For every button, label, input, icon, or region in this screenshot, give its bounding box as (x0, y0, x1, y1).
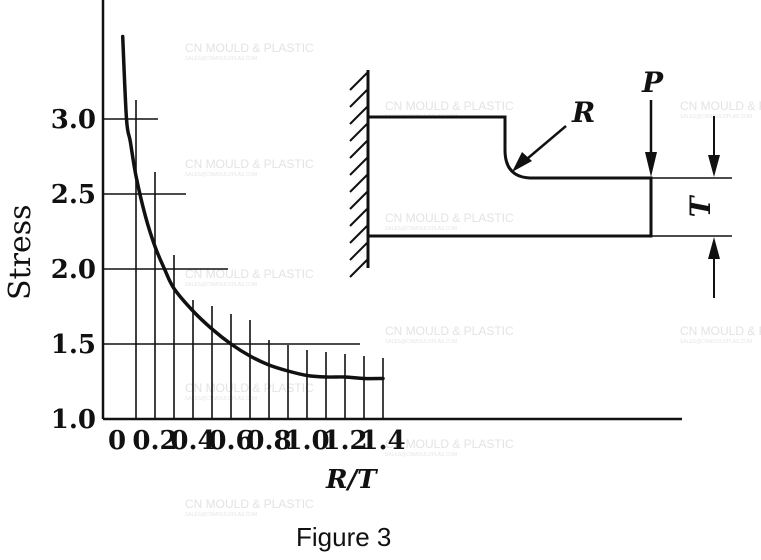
hatch-line (349, 122, 369, 142)
x-tick-labels: 0 0.20.40.60.81.01.21.4 (108, 426, 406, 456)
wall-hatching (349, 71, 369, 278)
watermark-text: CN MOULD & PLASTIC (185, 267, 314, 281)
watermark-subtext: SALES@CNMOULDPLAS.COM (385, 226, 457, 232)
x-tick-label: 0.2 (132, 426, 177, 456)
hatch-line (349, 190, 369, 210)
watermark-text: CN MOULD & PLASTIC (680, 99, 761, 113)
hatch-line (349, 207, 369, 227)
watermark-subtext: SALES@CNMOULDPLAS.COM (185, 396, 257, 402)
label-r: R (571, 96, 595, 129)
watermark-subtext: SALES@CNMOULDPLAS.COM (185, 172, 257, 178)
dim-arrowhead-top (708, 155, 720, 177)
x-tick-label: 0.6 (208, 426, 253, 456)
watermark-subtext: SALES@CNMOULDPLAS.COM (185, 512, 257, 518)
x-tick-label: 0 (108, 426, 126, 456)
hatch-line (349, 224, 369, 244)
cantilever-diagram: R P T (349, 66, 732, 298)
hatch-line (349, 258, 369, 278)
beam-outline (368, 115, 653, 238)
watermark-text: CN MOULD & PLASTIC (185, 157, 314, 171)
watermark-text: CN MOULD & PLASTIC (680, 324, 761, 338)
watermarks: CN MOULD & PLASTICSALES@CNMOULDPLAS.COMC… (185, 41, 761, 518)
watermark-subtext: SALES@CNMOULDPLAS.COM (185, 282, 257, 288)
figure-caption: Figure 3 (296, 522, 391, 552)
watermark-text: CN MOULD & PLASTIC (385, 211, 514, 225)
watermark-subtext: SALES@CNMOULDPLAS.COM (185, 56, 257, 62)
y-tick-label: 3.0 (51, 105, 96, 135)
x-tick-label: 1.4 (360, 426, 405, 456)
hatch-line (349, 88, 369, 108)
x-tick-label: 1.2 (322, 426, 367, 456)
watermark-subtext: SALES@CNMOULDPLAS.COM (680, 339, 752, 345)
hatch-line (349, 241, 369, 261)
watermark-text: CN MOULD & PLASTIC (385, 324, 514, 338)
y-tick-label: 1.0 (51, 405, 96, 435)
y-tick-label: 1.5 (51, 330, 96, 360)
radius-pointer (520, 125, 567, 165)
stress-curve (120, 34, 385, 381)
watermark-subtext: SALES@CNMOULDPLAS.COM (680, 114, 752, 120)
hatch-line (349, 71, 369, 91)
radius-arrowhead (512, 152, 532, 172)
hatch-line (349, 105, 369, 125)
y-tick-labels: 1.0 1.5 2.0 2.5 3.0 (51, 105, 96, 435)
grid (103, 100, 384, 419)
hatch-line (349, 156, 369, 176)
load-arrowhead (645, 152, 657, 177)
hatch-line (349, 173, 369, 193)
watermark-text: CN MOULD & PLASTIC (185, 41, 314, 55)
hatch-line (349, 139, 369, 159)
x-tick-label: 0.4 (170, 426, 215, 456)
x-tick-label: 0.8 (246, 426, 291, 456)
watermark-subtext: SALES@CNMOULDPLAS.COM (385, 452, 457, 458)
watermark-text: CN MOULD & PLASTIC (385, 99, 514, 113)
y-axis-label: Stress (3, 205, 38, 301)
y-tick-label: 2.0 (51, 255, 96, 285)
watermark-text: CN MOULD & PLASTIC (185, 497, 314, 511)
x-tick-label: 1.0 (284, 426, 329, 456)
x-axis-label: R/T (325, 465, 378, 495)
label-t: T (684, 194, 717, 217)
watermark-subtext: SALES@CNMOULDPLAS.COM (385, 339, 457, 345)
y-tick-label: 2.5 (51, 180, 96, 210)
dim-arrowhead-bottom (708, 237, 720, 259)
label-p: P (641, 66, 664, 99)
watermark-text: CN MOULD & PLASTIC (385, 437, 514, 451)
